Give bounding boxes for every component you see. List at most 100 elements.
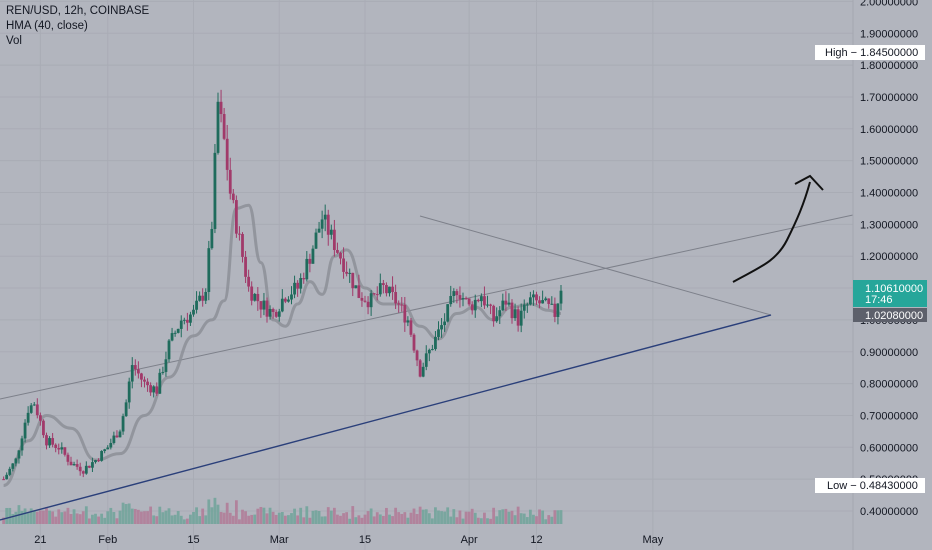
candle-body xyxy=(35,404,39,416)
candle-body xyxy=(302,278,306,280)
volume-bar xyxy=(66,507,70,524)
volume-bar xyxy=(403,512,407,524)
candle-body xyxy=(400,304,404,306)
candle-body xyxy=(317,228,321,233)
candle-body xyxy=(146,381,149,386)
candle-body xyxy=(354,285,358,289)
candle-body xyxy=(225,138,229,170)
hma-price-marker: 1.02080000 xyxy=(853,308,927,322)
candle-body xyxy=(250,286,254,301)
candle-body xyxy=(23,422,27,439)
candle-body xyxy=(489,304,492,306)
candle-body xyxy=(483,296,486,306)
candle-body xyxy=(449,295,453,305)
volume-bar xyxy=(256,508,260,524)
volume-bar xyxy=(173,514,177,524)
volume-bar xyxy=(241,509,244,524)
volume-bar xyxy=(302,517,306,524)
volume-bar xyxy=(326,507,330,524)
volume-bar xyxy=(470,508,474,524)
volume-bar xyxy=(118,510,122,524)
candle-body xyxy=(45,435,48,446)
candle-body xyxy=(109,442,113,448)
descending-resistance-line xyxy=(419,215,772,316)
x-tick-label: 15 xyxy=(187,534,199,546)
low-marker: Low − 0.48430000 xyxy=(815,478,925,493)
volume-bar xyxy=(336,514,339,524)
candle-body xyxy=(262,300,266,310)
candle-body xyxy=(91,462,94,468)
volume-bar xyxy=(253,514,257,524)
last-price-value: 1.10610000 xyxy=(865,283,923,295)
volume-bar xyxy=(23,508,27,524)
candle-body xyxy=(280,298,284,312)
y-tick-label: 0.90000000 xyxy=(860,347,918,359)
volume-bar xyxy=(185,518,189,524)
volume-bar xyxy=(547,515,551,524)
volume-bar xyxy=(204,515,208,524)
candle-body xyxy=(513,309,517,319)
candle-body xyxy=(434,336,437,350)
candle-body xyxy=(375,294,379,296)
candle-body xyxy=(265,300,269,317)
candle-body xyxy=(253,293,257,301)
candle-body xyxy=(277,311,281,317)
candle-body xyxy=(461,298,465,300)
last-price-bg xyxy=(853,280,927,307)
time-axis[interactable]: 21 Feb 15 Mar 15 Apr 12 May xyxy=(34,534,664,546)
volume-bar xyxy=(152,515,156,524)
candle-body xyxy=(20,438,24,451)
candle-body xyxy=(222,114,226,139)
volume-bar xyxy=(57,509,61,524)
volume-bar xyxy=(69,513,73,524)
volume-bar xyxy=(538,509,541,524)
arrow-curve xyxy=(732,181,811,283)
candlesticks xyxy=(2,89,563,481)
volume-bar xyxy=(231,515,235,524)
y-tick-label: 1.70000000 xyxy=(860,92,918,104)
candle-body xyxy=(170,333,174,341)
volume-bar xyxy=(430,518,434,524)
candle-body xyxy=(470,304,474,311)
candle-body xyxy=(440,325,443,330)
volume-bar xyxy=(492,507,496,524)
volume-bar xyxy=(486,518,489,524)
candle-body xyxy=(357,285,361,298)
candle-body xyxy=(112,435,116,443)
candle-body xyxy=(342,258,345,272)
candle-body xyxy=(256,293,260,302)
candle-body xyxy=(32,404,36,406)
volume-bar xyxy=(388,514,391,524)
candle-body xyxy=(213,152,217,229)
volume-bar xyxy=(489,518,492,524)
volume-bar xyxy=(72,509,76,524)
volume-bar xyxy=(280,511,284,524)
x-tick-label: 21 xyxy=(34,534,46,546)
candle-body xyxy=(259,301,263,310)
candle-body xyxy=(418,360,422,377)
volume-bar xyxy=(189,514,192,524)
volume-bar xyxy=(296,515,300,524)
volume-bar xyxy=(207,499,211,524)
candle-body xyxy=(538,300,541,304)
volume-bar xyxy=(400,513,404,524)
arrow-head xyxy=(794,174,824,191)
candle-body xyxy=(8,468,12,475)
candle-body xyxy=(143,379,146,382)
volume-bars xyxy=(2,497,563,524)
candle-body xyxy=(167,340,171,360)
volume-bar xyxy=(78,514,82,524)
y-tick-label: 0.80000000 xyxy=(860,379,918,391)
candle-body xyxy=(238,233,241,235)
volume-bar xyxy=(51,511,55,524)
volume-bar xyxy=(216,504,220,524)
volume-bar xyxy=(461,518,465,524)
y-tick-label: 1.20000000 xyxy=(860,251,918,263)
volume-bar xyxy=(136,509,140,524)
volume-bar xyxy=(525,517,529,524)
candle-body xyxy=(363,300,367,302)
candle-body xyxy=(547,298,551,304)
volume-bar xyxy=(5,507,9,524)
y-tick-label: 1.90000000 xyxy=(860,28,918,40)
